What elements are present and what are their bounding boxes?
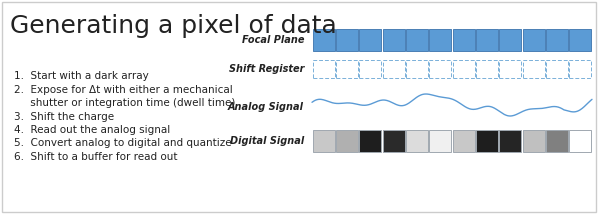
Bar <box>429 29 451 51</box>
Text: 3.  Shift the charge: 3. Shift the charge <box>14 111 114 122</box>
Text: Analog Signal: Analog Signal <box>228 102 304 112</box>
Bar <box>383 60 405 78</box>
Text: 4.  Read out the analog signal: 4. Read out the analog signal <box>14 125 170 135</box>
Bar <box>453 130 475 152</box>
Text: shutter or integration time (dwell time): shutter or integration time (dwell time) <box>14 98 236 108</box>
Bar <box>406 29 428 51</box>
Bar <box>523 29 545 51</box>
Bar <box>429 60 451 78</box>
Bar <box>406 60 428 78</box>
Bar <box>453 29 475 51</box>
Bar <box>546 29 568 51</box>
Bar <box>499 29 521 51</box>
Bar <box>476 29 498 51</box>
Bar <box>313 60 335 78</box>
Bar <box>429 130 451 152</box>
Text: Generating a pixel of data: Generating a pixel of data <box>10 14 337 38</box>
Bar <box>476 60 498 78</box>
Bar <box>336 29 358 51</box>
Bar <box>569 130 591 152</box>
Bar <box>546 60 568 78</box>
Bar <box>523 60 545 78</box>
Bar <box>569 29 591 51</box>
Text: 6.  Shift to a buffer for read out: 6. Shift to a buffer for read out <box>14 152 178 162</box>
Text: 2.  Expose for Δt with either a mechanical: 2. Expose for Δt with either a mechanica… <box>14 85 233 95</box>
Bar <box>336 130 358 152</box>
Bar <box>359 60 382 78</box>
Text: Focal Plane: Focal Plane <box>242 35 304 45</box>
Bar <box>313 29 335 51</box>
Bar <box>476 130 498 152</box>
Bar <box>453 60 475 78</box>
Bar <box>523 130 545 152</box>
Bar <box>336 60 358 78</box>
Bar <box>499 130 521 152</box>
Text: 5.  Convert analog to digital and quantize: 5. Convert analog to digital and quantiz… <box>14 138 231 149</box>
Bar <box>546 130 568 152</box>
Bar <box>406 130 428 152</box>
Bar <box>359 130 382 152</box>
Bar <box>383 29 405 51</box>
Bar <box>313 130 335 152</box>
Text: 1.  Start with a dark array: 1. Start with a dark array <box>14 71 149 81</box>
Text: Shift Register: Shift Register <box>228 64 304 74</box>
Bar <box>499 60 521 78</box>
Bar <box>359 29 382 51</box>
Bar <box>569 60 591 78</box>
Text: Digital Signal: Digital Signal <box>230 136 304 146</box>
Bar <box>383 130 405 152</box>
